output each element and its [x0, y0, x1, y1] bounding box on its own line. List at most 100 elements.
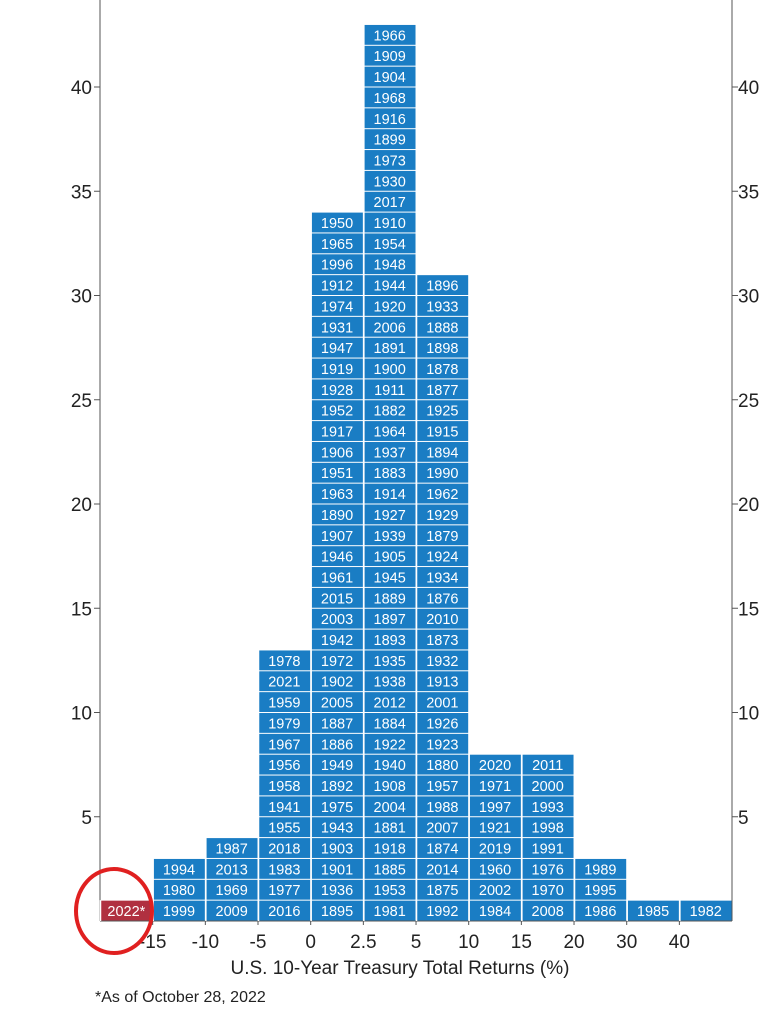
bar-cell — [258, 796, 311, 817]
bar-cell — [363, 421, 416, 441]
year-label: 2022* — [107, 904, 145, 920]
year-label: 1996 — [321, 258, 353, 274]
year-label: 2008 — [532, 904, 564, 920]
bar-cell — [311, 629, 363, 650]
bar-cell — [521, 838, 574, 858]
bar-cell — [469, 817, 521, 838]
year-label: 1914 — [374, 487, 406, 503]
bar-cell — [416, 608, 469, 629]
year-label: 1965 — [321, 237, 353, 253]
bar-cell — [469, 754, 521, 775]
bar-cell — [416, 337, 469, 358]
year-label: 1896 — [426, 279, 458, 295]
y-tick-label-left: 15 — [71, 599, 92, 620]
year-label: 1989 — [584, 862, 616, 878]
year-label: 1903 — [321, 842, 353, 858]
bar-cell — [416, 504, 469, 525]
bar-cell — [416, 587, 469, 608]
bar-cell — [416, 358, 469, 379]
year-label: 1967 — [268, 737, 300, 753]
year-label: 1998 — [532, 821, 564, 837]
year-label: 1969 — [216, 883, 248, 899]
year-label: 1920 — [374, 299, 406, 315]
bar-cell — [205, 858, 258, 879]
bar-cell — [311, 546, 363, 567]
year-label: 1968 — [374, 91, 406, 107]
bar-cell — [311, 608, 363, 629]
bar-cell — [258, 713, 311, 733]
year-label: 1908 — [374, 779, 406, 795]
bar-cell — [311, 421, 363, 441]
bar-cell — [469, 838, 521, 858]
bar-cell — [311, 212, 363, 233]
year-label: 1904 — [374, 70, 406, 86]
year-label: 1926 — [426, 716, 458, 732]
bar-cell — [416, 400, 469, 421]
bar-cell — [311, 441, 363, 462]
y-tick-label-left: 30 — [71, 287, 92, 308]
bar-cell — [363, 629, 416, 650]
bar-cell — [363, 275, 416, 295]
y-tick-label-right: 30 — [738, 287, 759, 308]
bar-cell — [416, 421, 469, 441]
year-label: 1963 — [321, 487, 353, 503]
bar-cell — [416, 462, 469, 483]
year-label: 1993 — [532, 800, 564, 816]
bar-cell — [311, 504, 363, 525]
bar-cell — [153, 900, 205, 921]
bar-cell — [311, 671, 363, 692]
year-label: 1943 — [321, 821, 353, 837]
bar-cell — [311, 296, 363, 316]
x-tick-label: 0 — [305, 932, 316, 953]
year-label: 1941 — [268, 800, 300, 816]
bar-cell — [311, 692, 363, 712]
bar-cell — [363, 650, 416, 671]
year-label: 1886 — [321, 737, 353, 753]
year-label: 1923 — [426, 737, 458, 753]
bar-cell — [416, 483, 469, 504]
y-tick-label-right: 10 — [738, 704, 759, 725]
x-tick-labels: -15 -10 -5 0 2.5 5 10 15 20 30 40 — [139, 921, 690, 953]
year-label: 1986 — [584, 904, 616, 920]
bar-cell — [416, 713, 469, 733]
bar-cell — [363, 337, 416, 358]
bar-cell — [363, 567, 416, 587]
bar-cell — [416, 629, 469, 650]
year-label: 1931 — [321, 320, 353, 336]
y-tick-label-right: 25 — [738, 391, 759, 412]
bar-cell — [416, 858, 469, 879]
year-label: 1924 — [426, 550, 458, 566]
year-label: 1928 — [321, 383, 353, 399]
bar-cell — [679, 900, 732, 921]
bar-cell — [363, 546, 416, 567]
year-label: 1955 — [268, 821, 300, 837]
year-label: 2019 — [479, 842, 511, 858]
year-label: 1942 — [321, 633, 353, 649]
bar-cell — [258, 692, 311, 712]
year-label: 1922 — [374, 737, 406, 753]
y-tick-label-left: 10 — [71, 704, 92, 725]
year-label: 1912 — [321, 279, 353, 295]
bar-cell — [521, 796, 574, 817]
bars — [99, 24, 732, 921]
year-label: 1897 — [374, 612, 406, 628]
year-label: 2013 — [216, 862, 248, 878]
y-tick-label-right: 5 — [738, 808, 749, 829]
bar-cell — [521, 879, 574, 900]
year-label: 1974 — [321, 299, 353, 315]
year-label: 1944 — [374, 279, 406, 295]
bar-cell — [311, 400, 363, 421]
bar-cell — [311, 900, 363, 921]
year-label: 1940 — [374, 758, 406, 774]
bar-cell — [416, 275, 469, 295]
bar-cell — [363, 400, 416, 421]
year-label: 1982 — [690, 904, 722, 920]
year-label: 1917 — [321, 425, 353, 441]
x-axis-title: U.S. 10-Year Treasury Total Returns (%) — [231, 958, 570, 979]
year-label: 1946 — [321, 550, 353, 566]
bar-cell — [416, 379, 469, 400]
bar-cell — [258, 650, 311, 671]
bar-cell — [258, 671, 311, 692]
bar-cell — [258, 754, 311, 775]
year-label: 2012 — [374, 696, 406, 712]
